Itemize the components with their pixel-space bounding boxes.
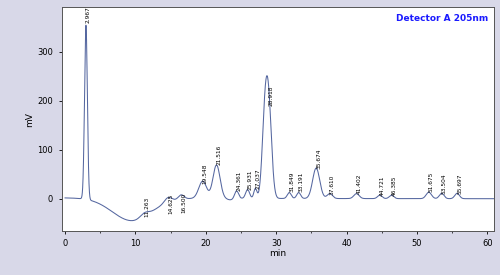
X-axis label: min: min — [270, 249, 286, 258]
Text: 28.918: 28.918 — [268, 85, 274, 106]
Y-axis label: mV: mV — [26, 112, 35, 126]
Text: 31.849: 31.849 — [289, 171, 294, 192]
Text: 11.263: 11.263 — [144, 197, 150, 218]
Text: 27.037: 27.037 — [256, 168, 260, 189]
Text: 44.721: 44.721 — [380, 175, 385, 196]
Text: 16.500: 16.500 — [181, 192, 186, 213]
Text: 55.697: 55.697 — [457, 174, 462, 194]
Text: 37.610: 37.610 — [330, 175, 335, 195]
Text: 25.931: 25.931 — [248, 169, 252, 190]
Text: 33.191: 33.191 — [298, 172, 304, 192]
Text: 2.967: 2.967 — [86, 6, 91, 23]
Text: 19.548: 19.548 — [202, 164, 207, 184]
Text: 41.402: 41.402 — [356, 174, 362, 194]
Text: 46.385: 46.385 — [392, 175, 396, 196]
Text: 35.674: 35.674 — [316, 149, 321, 169]
Text: Detector A 205nm: Detector A 205nm — [396, 14, 488, 23]
Text: 14.625: 14.625 — [168, 193, 173, 214]
Text: 51.675: 51.675 — [429, 172, 434, 192]
Text: 24.361: 24.361 — [236, 170, 242, 191]
Text: 21.516: 21.516 — [216, 145, 222, 166]
Text: 53.504: 53.504 — [442, 173, 446, 194]
